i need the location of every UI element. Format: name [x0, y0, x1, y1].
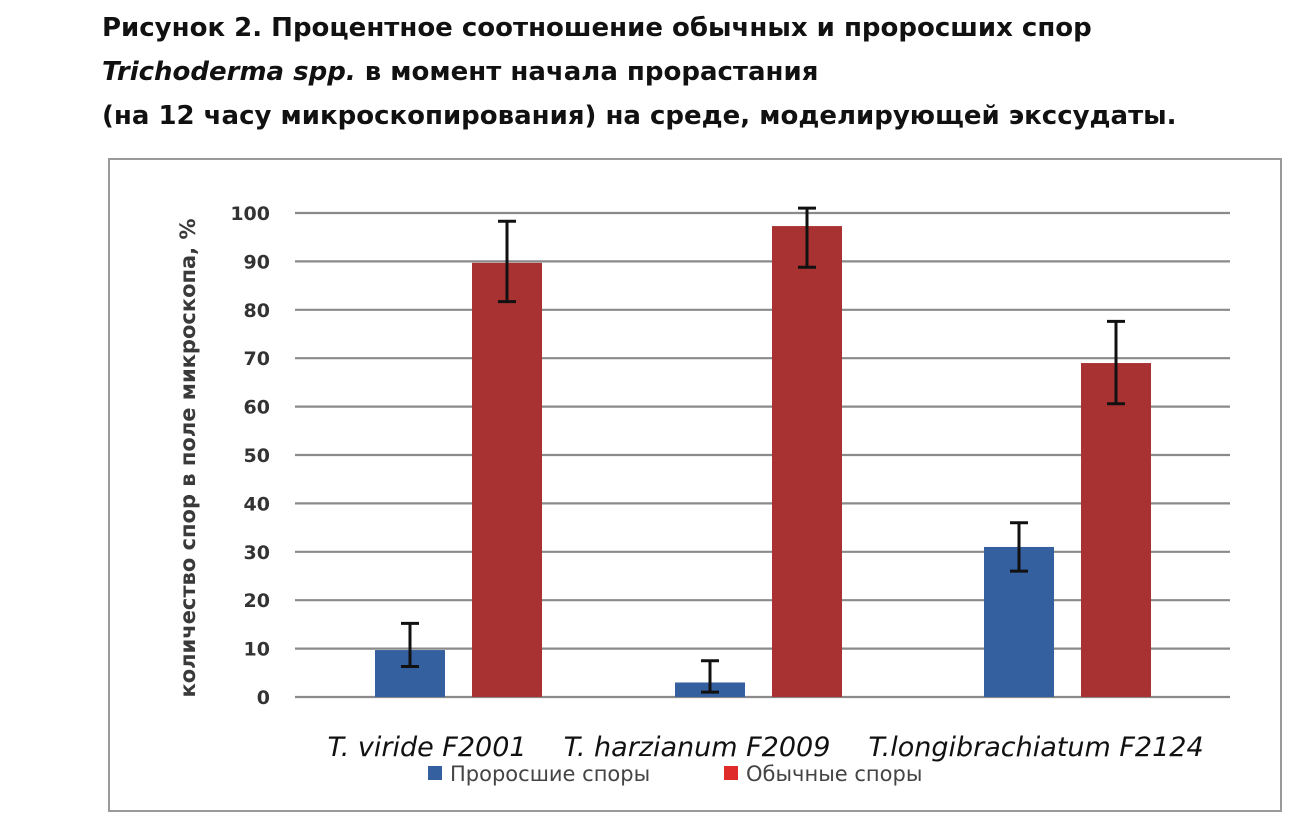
- y-tick-label: 30: [244, 542, 270, 564]
- category-label: T.longibrachiatum F2124: [868, 732, 1203, 763]
- y-tick-label: 10: [244, 639, 270, 661]
- y-tick-label: 90: [244, 251, 270, 273]
- legend-swatch: [428, 766, 442, 780]
- gridlines: [295, 211, 1230, 699]
- caption-line-2: Trichoderma spp. в момент начала прораст…: [102, 50, 1282, 94]
- bar: [1081, 363, 1151, 697]
- bar: [772, 226, 842, 697]
- category-label: T. viride F2001: [327, 732, 526, 763]
- caption-genus: Trichoderma spp.: [102, 57, 356, 87]
- y-tick-label: 40: [244, 493, 270, 515]
- caption-line-2-rest: в момент начала прорастания: [355, 57, 819, 87]
- y-tick-label: 20: [244, 590, 270, 612]
- caption-line-1: Рисунок 2. Процентное соотношение обычны…: [102, 13, 1092, 43]
- figure-caption: Рисунок 2. Процентное соотношение обычны…: [102, 6, 1282, 138]
- y-tick-label: 70: [244, 348, 270, 370]
- y-tick-label: 0: [257, 687, 270, 709]
- y-tick-label: 60: [244, 397, 270, 419]
- legend-label: Проросшие споры: [450, 762, 650, 786]
- bars: [375, 226, 1151, 697]
- category-label: T. harzianum F2009: [564, 732, 831, 763]
- y-tick-labels: 0 10 20 30 40 50 60 70 80 90 100: [230, 203, 270, 709]
- legend-swatch: [724, 766, 738, 780]
- y-tick-label: 100: [230, 203, 270, 225]
- caption-line-3: (на 12 часу микроскопирования) на среде,…: [102, 101, 1177, 131]
- y-axis-label: количество спор в поле микроскопа, %: [176, 218, 200, 697]
- bar: [472, 262, 542, 697]
- error-bars: [401, 206, 1125, 694]
- category-labels: T. viride F2001 T. harzianum F2009 T.longi…: [327, 732, 1203, 763]
- y-tick-label: 80: [244, 300, 270, 322]
- y-tick-label: 50: [244, 445, 270, 467]
- legend: Проросшие споры Обычные споры: [428, 762, 922, 786]
- legend-label: Обычные споры: [746, 762, 922, 786]
